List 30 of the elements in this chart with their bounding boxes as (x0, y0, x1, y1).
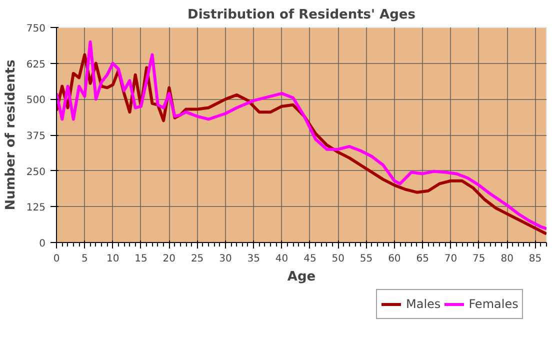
y-tick-label: 500 (26, 95, 46, 106)
chart-title: Distribution of Residents' Ages (188, 8, 416, 22)
x-tick-label: 75 (472, 254, 486, 264)
legend-label: Males (406, 297, 441, 311)
x-tick-label: 5 (81, 254, 88, 264)
x-tick-label: 10 (106, 254, 120, 264)
y-tick-label: 625 (26, 59, 46, 70)
y-tick-label: 375 (26, 131, 46, 142)
legend-label: Females (468, 297, 518, 311)
y-tick-label: 0 (39, 238, 46, 250)
x-tick-label: 65 (416, 254, 429, 264)
x-tick-label: 70 (444, 254, 458, 264)
x-tick-label: 25 (190, 254, 204, 264)
x-tick-label: 60 (388, 254, 401, 264)
x-tick-label: 20 (162, 254, 176, 264)
y-axis-title: Number of residents (3, 59, 18, 210)
y-tick-label: 125 (26, 202, 46, 214)
x-tick-label: 55 (360, 254, 373, 264)
x-axis-title: Age (287, 270, 316, 284)
x-tick-label: 80 (500, 254, 514, 264)
y-tick-label: 750 (26, 24, 46, 34)
x-tick-label: 0 (53, 254, 60, 264)
x-tick-label: 30 (219, 254, 232, 264)
y-tick-label: 250 (26, 166, 46, 178)
x-tick-label: 45 (304, 254, 316, 264)
x-tick-label: 15 (134, 254, 148, 264)
x-tick-label: 50 (332, 254, 344, 264)
x-tick-label: 40 (275, 254, 288, 264)
x-tick-label: 35 (247, 254, 260, 264)
x-tick-label: 85 (528, 254, 542, 264)
